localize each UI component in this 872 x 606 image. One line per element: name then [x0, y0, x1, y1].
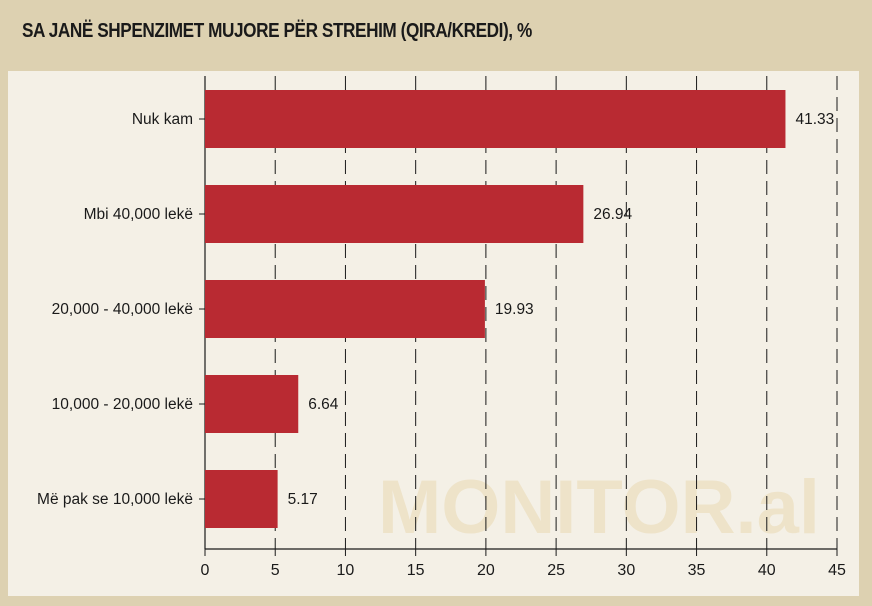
- bar: [205, 90, 786, 148]
- x-tick-label: 45: [828, 562, 846, 579]
- x-tick-label: 0: [201, 562, 210, 579]
- x-tick-label: 25: [547, 562, 565, 579]
- x-tick-label: 10: [337, 562, 355, 579]
- category-label: 10,000 - 20,000 lekë: [52, 396, 193, 413]
- value-label: 41.33: [795, 111, 834, 128]
- x-tick-label: 30: [617, 562, 635, 579]
- category-label: 20,000 - 40,000 lekë: [52, 301, 193, 318]
- chart-title: SA JANË SHPENZIMET MUJORE PËR STREHIM (Q…: [22, 20, 532, 42]
- x-tick-label: 5: [271, 562, 280, 579]
- bar: [205, 185, 584, 243]
- value-label: 26.94: [593, 206, 632, 223]
- category-label: Mbi 40,000 lekë: [84, 206, 193, 223]
- bar-chart: MONITOR.al 0 5 10 15 20 25 30 35 40 45 Nuk kam 41.33…: [37, 76, 846, 579]
- bar: [205, 280, 485, 338]
- x-tick-label: 20: [477, 562, 495, 579]
- bar: [205, 470, 278, 528]
- plot-area: MONITOR.al 0 5 10 15 20 25 30 35 40 45 Nuk kam 41.33…: [8, 71, 859, 596]
- value-label: 5.17: [288, 491, 318, 508]
- x-tick-label: 15: [407, 562, 425, 579]
- watermark-text: MONITOR.al: [378, 465, 820, 550]
- bar: [205, 375, 299, 433]
- category-label: Nuk kam: [132, 111, 193, 128]
- x-tick-label: 35: [688, 562, 706, 579]
- x-tick-label: 40: [758, 562, 776, 579]
- value-label: 19.93: [495, 301, 534, 318]
- category-label: Më pak se 10,000 lekë: [37, 491, 193, 508]
- value-label: 6.64: [308, 396, 339, 413]
